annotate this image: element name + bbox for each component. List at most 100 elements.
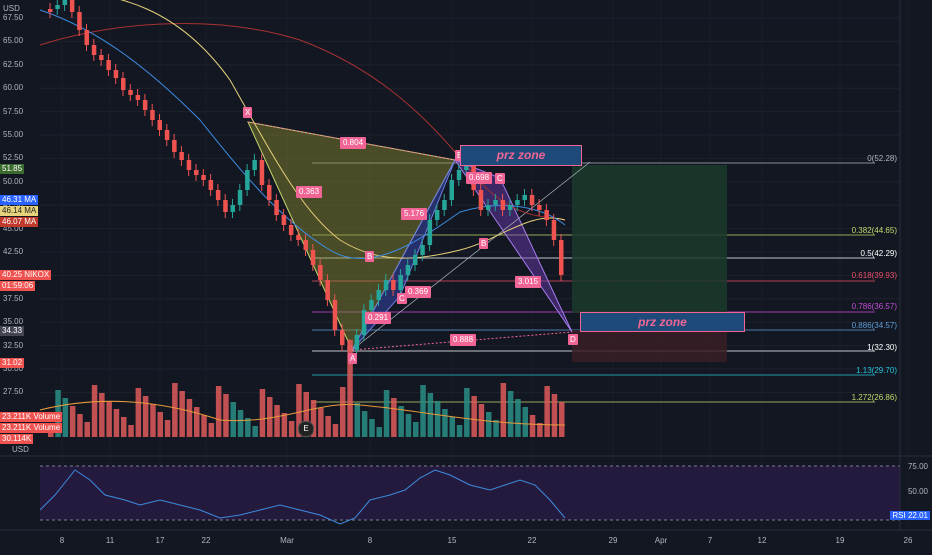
volume-bar	[434, 401, 441, 437]
point-x[interactable]: X	[243, 107, 253, 118]
close-price-tag: 51.85	[0, 164, 25, 174]
candle	[310, 250, 316, 265]
price-tick: 45.00	[3, 223, 24, 233]
prz-zone-lower[interactable]: prz zone	[580, 312, 745, 332]
fib-label-0886: 0.886(34.57)	[851, 321, 897, 330]
candle	[551, 220, 557, 240]
candle	[420, 245, 425, 255]
volume-bar	[194, 407, 200, 437]
candle	[486, 205, 491, 210]
volume-bar	[142, 396, 149, 437]
date-tick: 12	[757, 536, 767, 545]
price-tick: 52.50	[3, 153, 24, 163]
candle	[369, 300, 374, 310]
volume-bar	[303, 392, 309, 437]
grid	[40, 0, 909, 530]
last-price-tag: 40.25 NIKOX	[0, 270, 52, 280]
volume-bar	[208, 423, 215, 437]
volume-bar	[376, 427, 382, 437]
price-tick: 60.00	[3, 83, 24, 93]
candle	[186, 160, 192, 170]
volume-bar	[245, 418, 251, 437]
volume2-tag: 23.211K Volume	[0, 423, 63, 433]
volume-bar	[296, 384, 302, 437]
candle	[413, 255, 418, 265]
volume-bar	[274, 405, 280, 437]
volume-bar	[551, 394, 558, 437]
price-tick: 55.00	[3, 130, 24, 139]
volume-bar	[201, 415, 207, 437]
candle	[318, 265, 323, 280]
earnings-marker[interactable]: E	[298, 421, 314, 437]
volume-bar	[77, 414, 83, 437]
price-tick: 62.50	[3, 59, 24, 69]
volume-bar	[332, 424, 339, 437]
volume-bar	[259, 389, 266, 437]
price-tick: 65.00	[3, 36, 24, 46]
point-b-second[interactable]: B	[479, 238, 489, 249]
point-b[interactable]: B	[455, 150, 465, 161]
date-tick: Apr	[654, 536, 668, 545]
candle	[77, 12, 82, 30]
volume-ma	[39, 400, 566, 426]
rsi-value-tag: RSI 22.01	[890, 511, 930, 520]
candle	[252, 160, 257, 170]
volume-bar	[281, 413, 288, 437]
candle	[507, 205, 513, 210]
candle	[296, 235, 301, 240]
candle	[522, 195, 527, 200]
candle	[303, 240, 308, 250]
volume-bar	[471, 396, 477, 437]
volume-bar	[135, 388, 142, 437]
volume-bar	[522, 407, 528, 437]
volume-bar	[150, 404, 156, 437]
date-tick: 17	[155, 536, 165, 545]
date-tick: 15	[447, 536, 457, 545]
point-c[interactable]: C	[495, 173, 505, 184]
point-b-inner[interactable]: B	[365, 251, 375, 262]
volume-bar	[537, 423, 543, 437]
candle	[259, 160, 265, 185]
volume-bar	[442, 409, 448, 437]
ma1-tag: 46.31 MA	[0, 195, 39, 205]
point-c-inner[interactable]: C	[397, 293, 407, 304]
ratio-5176: 5.176	[401, 208, 428, 220]
candle	[456, 170, 462, 180]
date-tick: 22	[527, 536, 537, 545]
candle	[164, 130, 170, 140]
volume-bar	[223, 394, 229, 437]
prz-zone-upper[interactable]: prz zone	[460, 145, 582, 166]
fib-label-113: 1.13(29.70)	[856, 366, 897, 375]
date-tick: 19	[835, 536, 845, 545]
candle	[172, 140, 177, 152]
candle	[478, 190, 484, 210]
candle	[529, 195, 535, 205]
ratio-0888: 0.888	[450, 334, 477, 346]
countdown-tag: 01:59:06	[0, 281, 36, 291]
volume-bar	[288, 421, 295, 437]
candle	[288, 225, 294, 235]
volume-bar	[398, 406, 404, 437]
candle	[515, 200, 520, 205]
ma3-tag: 46.07 MA	[0, 217, 39, 227]
ratio-0369: 0.369	[405, 286, 432, 298]
candle	[332, 300, 338, 330]
candle	[398, 275, 403, 290]
point-a[interactable]: A	[348, 353, 358, 364]
point-d[interactable]: D	[568, 334, 578, 345]
fib-label-0618: 0.618(39.93)	[851, 271, 897, 280]
volume-bar	[106, 401, 112, 437]
pattern-bcd	[453, 158, 573, 333]
ratio-0363: 0.363	[296, 186, 323, 198]
fib-label-1272: 1.272(26.86)	[851, 393, 897, 402]
volume-bar	[318, 408, 324, 437]
date-tick: 26	[903, 536, 913, 545]
rsi-tick-50: 50.00	[907, 487, 928, 496]
volume-bar	[62, 398, 69, 437]
candle	[121, 78, 126, 90]
volume-bar	[559, 402, 565, 437]
rsi-band	[40, 466, 900, 520]
candle	[230, 205, 235, 212]
